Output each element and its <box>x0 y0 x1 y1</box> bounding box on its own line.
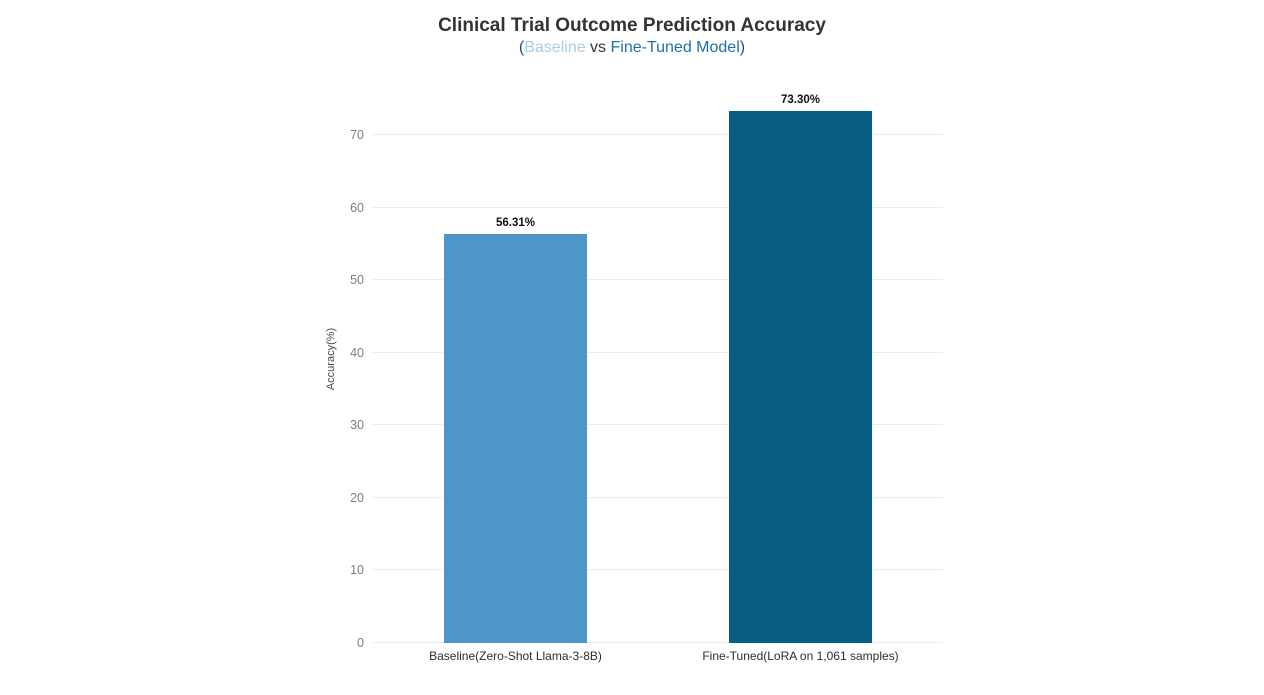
y-tick-label-40: 40 <box>350 345 364 360</box>
y-axis-ticks: 0 10 20 30 40 50 60 70 <box>0 98 364 650</box>
bar-value-label-0: 56.31% <box>495 217 536 230</box>
chart-title: Clinical Trial Outcome Prediction Accura… <box>438 15 826 36</box>
y-tick-label-30: 30 <box>350 418 364 433</box>
x-category-label-0: Baseline(Zero-Shot Llama-3-8B) <box>429 649 602 663</box>
y-tick-label-60: 60 <box>350 200 364 215</box>
gridline-40 <box>373 351 943 353</box>
bar-value-label-1: 73.30% <box>780 94 821 107</box>
gridline-50 <box>373 279 943 281</box>
plot-area: 56.31% Baseline(Zero-Shot Llama-3-8B) 73.3… <box>373 94 943 663</box>
y-tick-label-10: 10 <box>350 563 364 578</box>
y-tick-label-50: 50 <box>350 273 364 288</box>
gridline-10 <box>373 569 943 571</box>
subtitle-part-baseline: Baseline <box>524 39 586 56</box>
gridline-60 <box>373 206 943 208</box>
gridline-20 <box>373 496 943 498</box>
subtitle-part-open-paren: ( <box>518 39 525 56</box>
y-tick-label-0: 0 <box>357 636 364 650</box>
chart-header: Clinical Trial Outcome Prediction Accura… <box>0 14 1264 59</box>
subtitle-part-vs: vs <box>585 39 611 56</box>
y-tick-label-70: 70 <box>350 128 364 143</box>
subtitle-part-finetuned: Fine-Tuned Model <box>610 39 740 56</box>
chart-subtitle: (Baseline vs Fine-Tuned Model) <box>0 37 1264 59</box>
gridline-70 <box>373 134 943 136</box>
gridline-30 <box>373 424 943 426</box>
bar-baseline <box>444 234 587 643</box>
subtitle-part-close-paren: ) <box>739 39 746 56</box>
gridline-0 <box>373 642 943 643</box>
bar-fine-tuned <box>729 111 872 643</box>
y-tick-label-20: 20 <box>350 490 364 505</box>
x-category-label-1: Fine-Tuned(LoRA on 1,061 samples) <box>702 649 899 663</box>
